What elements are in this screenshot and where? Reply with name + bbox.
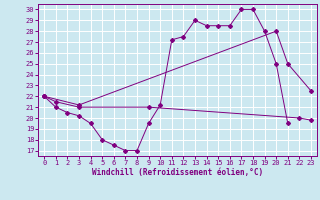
- X-axis label: Windchill (Refroidissement éolien,°C): Windchill (Refroidissement éolien,°C): [92, 168, 263, 177]
